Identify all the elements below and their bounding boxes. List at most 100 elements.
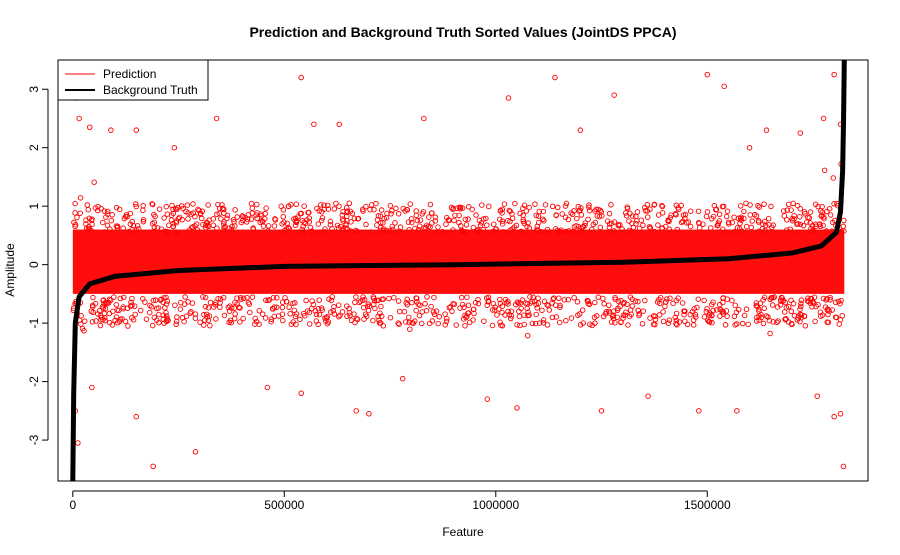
prediction-point — [536, 320, 543, 326]
prediction-point — [720, 226, 726, 233]
prediction-point — [499, 221, 506, 227]
prediction-point — [673, 317, 680, 324]
prediction-point — [466, 319, 473, 326]
prediction-point — [749, 218, 755, 224]
prediction-point — [225, 304, 232, 311]
prediction-point — [660, 309, 666, 315]
prediction-outlier-point — [814, 393, 820, 399]
prediction-point — [344, 213, 350, 220]
prediction-point — [280, 214, 287, 220]
prediction-point — [106, 310, 113, 317]
prediction-point — [657, 300, 663, 307]
prediction-point — [603, 309, 610, 315]
prediction-point — [187, 310, 193, 316]
prediction-point — [354, 316, 361, 323]
prediction-point — [121, 294, 127, 301]
prediction-point — [694, 304, 700, 311]
prediction-point — [523, 208, 530, 214]
prediction-point — [533, 311, 539, 318]
prediction-point — [456, 219, 462, 226]
prediction-point — [623, 309, 629, 316]
prediction-point — [230, 216, 237, 223]
prediction-point — [774, 304, 781, 310]
prediction-point — [492, 307, 498, 313]
prediction-point — [268, 316, 275, 323]
prediction-point — [339, 309, 346, 315]
prediction-point — [464, 294, 470, 300]
prediction-point — [667, 214, 674, 221]
prediction-point — [260, 223, 267, 229]
prediction-point — [720, 203, 727, 210]
prediction-point — [622, 312, 628, 318]
prediction-point — [351, 215, 358, 222]
prediction-point — [506, 207, 513, 214]
prediction-point — [798, 300, 804, 307]
prediction-point — [629, 220, 635, 227]
prediction-point — [760, 297, 766, 303]
prediction-point — [722, 322, 729, 328]
prediction-point — [584, 298, 591, 304]
prediction-point — [288, 321, 295, 327]
prediction-point — [534, 305, 540, 311]
prediction-point — [127, 303, 134, 309]
prediction-point — [435, 320, 441, 327]
prediction-point — [587, 321, 593, 328]
prediction-point — [778, 298, 784, 304]
prediction-point — [676, 319, 683, 325]
prediction-point — [89, 221, 95, 228]
prediction-point — [484, 302, 490, 308]
prediction-point — [413, 295, 419, 301]
prediction-point — [498, 322, 504, 328]
prediction-point — [743, 200, 749, 207]
prediction-point — [258, 211, 264, 217]
prediction-point — [107, 226, 113, 232]
prediction-point — [641, 204, 648, 211]
prediction-point — [94, 207, 101, 214]
prediction-point — [490, 301, 497, 307]
prediction-point — [109, 322, 116, 328]
prediction-point — [589, 226, 595, 233]
prediction-point — [343, 225, 349, 231]
prediction-point — [768, 203, 774, 210]
prediction-point — [807, 209, 814, 215]
prediction-point — [353, 294, 359, 300]
prediction-point — [140, 216, 147, 223]
prediction-point — [638, 217, 645, 223]
prediction-point — [797, 221, 804, 228]
prediction-point — [151, 228, 157, 235]
prediction-point — [739, 320, 746, 327]
prediction-point — [312, 308, 319, 314]
prediction-point — [612, 294, 618, 301]
prediction-point — [293, 311, 300, 317]
prediction-point — [378, 303, 384, 310]
prediction-point — [316, 311, 323, 318]
prediction-point — [367, 206, 373, 213]
prediction-point — [670, 300, 676, 307]
prediction-point — [148, 304, 155, 310]
prediction-point — [154, 305, 160, 312]
prediction-point — [809, 303, 815, 310]
prediction-point — [664, 296, 670, 302]
prediction-point — [102, 318, 108, 324]
prediction-point — [812, 221, 819, 228]
prediction-point — [615, 221, 622, 228]
prediction-point — [549, 300, 555, 306]
prediction-point — [615, 298, 622, 304]
prediction-point — [293, 201, 300, 208]
prediction-point — [453, 322, 460, 328]
prediction-outlier-point — [421, 115, 427, 122]
prediction-point — [711, 202, 718, 209]
prediction-point — [216, 210, 223, 217]
prediction-point — [266, 297, 273, 303]
prediction-point — [439, 229, 446, 235]
prediction-point — [826, 205, 833, 212]
prediction-point — [619, 226, 625, 232]
prediction-point — [323, 314, 330, 321]
prediction-point — [89, 319, 96, 325]
prediction-point — [93, 318, 99, 324]
prediction-outlier-point — [150, 463, 156, 470]
prediction-point — [795, 221, 801, 227]
prediction-outlier-point — [552, 74, 558, 81]
prediction-point — [470, 224, 477, 231]
prediction-point — [465, 204, 472, 210]
